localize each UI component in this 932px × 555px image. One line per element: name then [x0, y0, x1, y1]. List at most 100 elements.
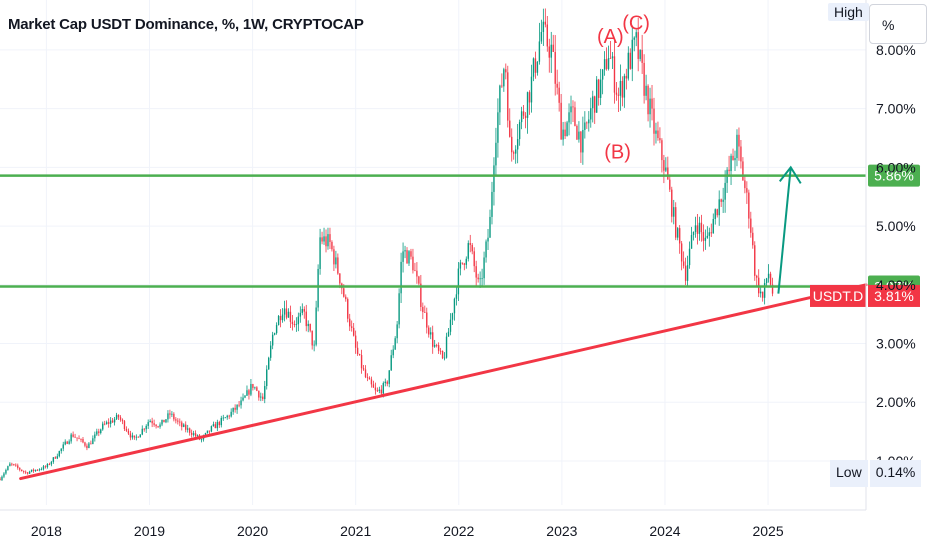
candle-body [722, 199, 724, 202]
candle-body [518, 122, 521, 140]
candle-body [505, 69, 507, 73]
candle-body [133, 435, 136, 438]
candle-body [603, 59, 606, 70]
candle-body [516, 139, 519, 150]
candle-body [548, 46, 550, 58]
candle-body [331, 241, 333, 250]
candle-body [582, 130, 584, 153]
candle-body [734, 158, 736, 161]
y-tick-label: 5.00% [876, 218, 916, 234]
candle-body [26, 472, 29, 474]
low-label: Low [830, 460, 868, 487]
candle-body [109, 420, 112, 424]
candle-body [273, 333, 276, 335]
candle-body [212, 424, 215, 427]
candle-body [524, 115, 527, 118]
candle-body [708, 232, 711, 236]
candle-body [754, 245, 756, 276]
candle-body [714, 209, 716, 219]
candle-body [511, 136, 513, 153]
candle-body [0, 478, 1, 481]
candle-body [163, 419, 165, 423]
candle-body [601, 69, 604, 80]
candle-body [86, 445, 88, 449]
candle-body [309, 323, 311, 331]
candle-body [345, 296, 347, 300]
candle-body [422, 306, 424, 313]
candle-body [102, 423, 104, 430]
candle-body [759, 291, 762, 294]
candle-body [617, 94, 620, 96]
candle-body [590, 108, 592, 120]
candle-body [352, 327, 355, 336]
candle-body [34, 469, 37, 472]
candle-body [599, 79, 602, 98]
candle-body [264, 386, 266, 400]
candle-body [532, 58, 535, 77]
candle-body [250, 384, 252, 395]
candle-body [406, 250, 408, 264]
candle-body [313, 344, 315, 346]
candle-body [649, 98, 651, 115]
candle-body [285, 308, 288, 318]
candle-body [611, 56, 614, 59]
candle-body [192, 433, 195, 435]
candle-body [104, 423, 106, 425]
candle-body [11, 463, 13, 465]
candle-body [350, 326, 353, 328]
candle-body [706, 235, 709, 238]
candle-body [157, 426, 159, 427]
candle-body [491, 191, 493, 217]
candle-body [210, 426, 213, 432]
candle-body [70, 434, 72, 442]
candle-body [542, 21, 545, 32]
candle-body [161, 419, 163, 425]
candle-body [88, 443, 90, 449]
candle-body [66, 441, 68, 444]
candle-body [451, 313, 454, 320]
candle-body [181, 422, 183, 427]
x-tick-label: 2020 [237, 523, 268, 539]
candle-body [190, 432, 193, 435]
candle-body [716, 209, 718, 216]
candle-body [594, 96, 596, 113]
candle-body [56, 456, 58, 459]
symbol-label: USDT.D [813, 288, 864, 304]
candle-body [507, 72, 509, 121]
candle-body [372, 384, 375, 388]
candle-body [356, 347, 359, 355]
candle-body [297, 316, 300, 325]
candle-body [426, 312, 428, 328]
candle-body [368, 377, 371, 380]
candle-body [574, 107, 576, 126]
y-tick-label: 8.00% [876, 42, 916, 58]
candle-body [131, 435, 134, 438]
candle-body [246, 390, 248, 396]
candle-body [536, 61, 539, 73]
level-price-label: 5.86% [874, 168, 914, 184]
wave-annotation: (C) [622, 12, 650, 34]
candle-body [115, 414, 118, 420]
candle-body [690, 234, 693, 249]
candle-body [222, 417, 224, 419]
candle-body [291, 321, 294, 325]
candle-body [392, 349, 394, 356]
candle-body [305, 311, 307, 327]
candle-body [643, 62, 645, 96]
candle-body [360, 355, 363, 369]
candle-body [588, 119, 590, 124]
candle-body [669, 179, 671, 190]
candle-body [325, 236, 327, 247]
candle-body [522, 111, 525, 116]
candle-body [129, 433, 132, 438]
candle-body [477, 277, 479, 280]
candle-body [528, 92, 531, 103]
candle-body [730, 155, 732, 172]
percent-scale-button[interactable]: % [869, 4, 927, 44]
candle-body [1, 476, 3, 481]
candle-body [552, 44, 554, 52]
candle-body [712, 218, 714, 234]
candle-body [333, 249, 335, 265]
